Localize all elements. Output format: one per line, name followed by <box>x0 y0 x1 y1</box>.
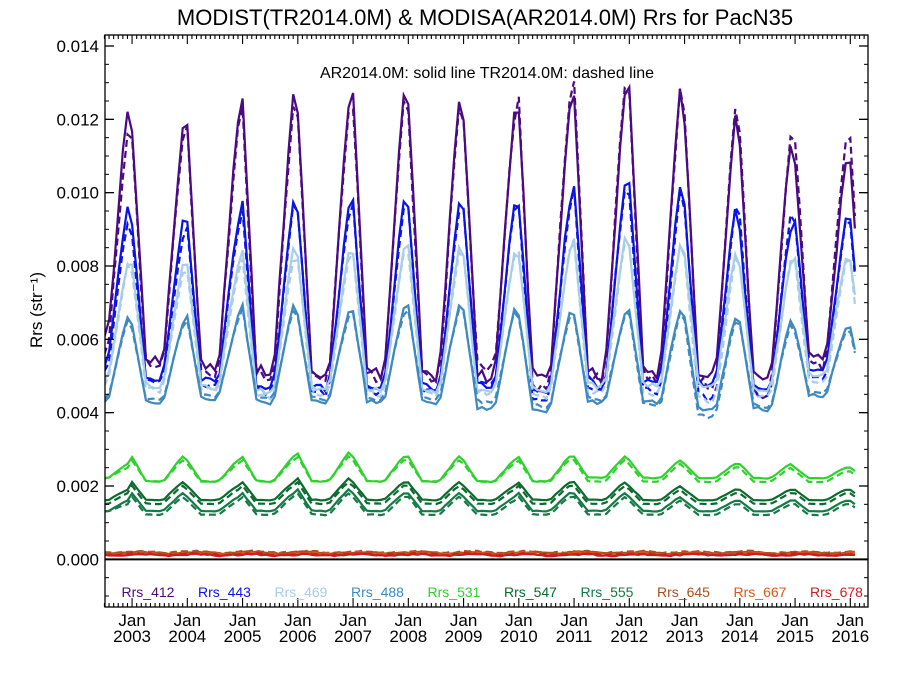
x-tick-year: 2011 <box>556 627 593 646</box>
x-tick-month: Jan <box>229 611 256 630</box>
x-tick-month: Jan <box>395 611 422 630</box>
x-tick-year: 2014 <box>721 627 759 646</box>
chart-title: MODIST(TR2014.0M) & MODISA(AR2014.0M) Rr… <box>177 5 793 30</box>
x-tick-year: 2004 <box>168 627 206 646</box>
rrs-469-tr-line <box>105 239 856 404</box>
y-tick-label: 0.012 <box>56 110 99 129</box>
x-tick-month: Jan <box>450 611 477 630</box>
y-tick-label: 0.010 <box>56 184 99 203</box>
rrs-555-tr-line <box>105 492 856 517</box>
legend-rrs-443: Rrs_443 <box>198 584 251 600</box>
x-tick-year: 2003 <box>113 627 151 646</box>
legend-rrs-547: Rrs_547 <box>504 584 557 600</box>
plot-area <box>105 81 868 561</box>
rrs-547-ar-line <box>105 476 856 502</box>
x-tick-month: Jan <box>671 611 698 630</box>
legend-rrs-645: Rrs_645 <box>657 584 710 600</box>
x-tick-month: Jan <box>505 611 532 630</box>
rrs-555-ar-line <box>105 487 856 513</box>
legend-rrs-531: Rrs_531 <box>428 584 481 600</box>
legend-rrs-678: Rrs_678 <box>810 584 863 600</box>
x-tick-month: Jan <box>616 611 643 630</box>
y-tick-label: 0.008 <box>56 257 99 276</box>
x-tick-year: 2013 <box>666 627 704 646</box>
rrs-412-tr-line <box>105 81 856 400</box>
x-tick-month: Jan <box>118 611 145 630</box>
x-tick-month: Jan <box>339 611 366 630</box>
x-tick-year: 2007 <box>334 627 372 646</box>
y-axis-label: Rrs (str⁻¹) <box>27 272 46 348</box>
line-style-annotation: AR2014.0M: solid line TR2014.0M: dashed … <box>320 65 654 82</box>
x-tick-year: 2006 <box>279 627 317 646</box>
y-tick-label: 0.000 <box>56 550 99 569</box>
legend-rrs-412: Rrs_412 <box>122 584 175 600</box>
legend-rrs-488: Rrs_488 <box>351 584 404 600</box>
x-tick-year: 2012 <box>610 627 648 646</box>
rrs-531-tr-line <box>105 454 856 484</box>
axes: 0.000 0.002 0.004 0.006 0.008 0.010 0.012 0.014… <box>56 34 869 646</box>
x-tick-year: 2009 <box>445 627 483 646</box>
x-tick-year: 2005 <box>224 627 262 646</box>
legend-rrs-555: Rrs_555 <box>581 584 634 600</box>
x-tick-year: 2010 <box>500 627 538 646</box>
legend-rrs-469: Rrs_469 <box>275 584 328 600</box>
x-tick-year: 2015 <box>776 627 814 646</box>
y-tick-label: 0.006 <box>56 330 99 349</box>
x-tick-month: Jan <box>781 611 808 630</box>
rrs-531-ar-line <box>105 450 856 484</box>
rrs-547-tr-line <box>105 480 856 506</box>
x-tick-month: Jan <box>174 611 201 630</box>
legend-rrs-667: Rrs_667 <box>734 584 787 600</box>
y-tick-label: 0.014 <box>56 37 99 56</box>
x-tick-year: 2008 <box>389 627 427 646</box>
series-legend: Rrs_412 Rrs_443 Rrs_469 Rrs_488 Rrs_531 Rrs_5… <box>122 584 864 600</box>
rrs-488-tr-line <box>105 304 856 420</box>
rrs-645-tr-line <box>105 549 856 555</box>
x-tick-month: Jan <box>837 611 864 630</box>
rrs-443-tr-line <box>105 187 856 404</box>
rrs-678-tr-line <box>105 551 856 557</box>
x-tick-month: Jan <box>560 611 587 630</box>
x-tick-year: 2016 <box>831 627 869 646</box>
plot-frame <box>104 34 869 608</box>
x-tick-month: Jan <box>726 611 753 630</box>
x-tick-month: Jan <box>284 611 311 630</box>
y-tick-label: 0.004 <box>56 404 99 423</box>
y-tick-label: 0.002 <box>56 477 99 496</box>
